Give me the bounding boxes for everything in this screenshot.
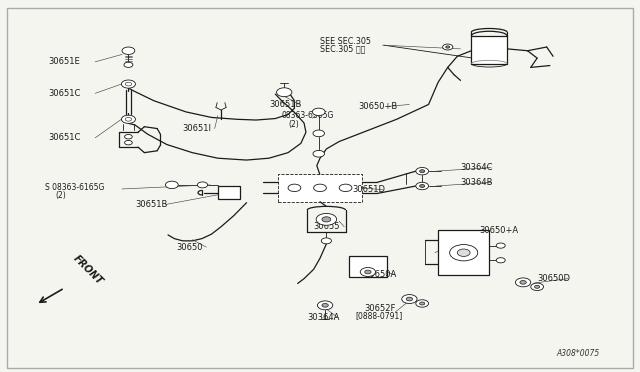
Circle shape	[314, 184, 326, 192]
Circle shape	[534, 285, 540, 288]
Text: 30652F: 30652F	[365, 304, 396, 313]
Circle shape	[322, 304, 328, 307]
Circle shape	[458, 249, 470, 256]
Circle shape	[406, 297, 413, 301]
Circle shape	[360, 267, 376, 276]
Bar	[471, 36, 507, 64]
Circle shape	[125, 82, 132, 86]
Text: 30651E: 30651E	[49, 57, 81, 66]
Text: 30650+B: 30650+B	[358, 102, 397, 111]
Circle shape	[531, 283, 543, 291]
Circle shape	[125, 140, 132, 145]
Circle shape	[197, 182, 207, 188]
Bar	[349, 256, 387, 277]
Text: 08363-6305G: 08363-6305G	[282, 111, 334, 120]
Text: S 08363-6165G: S 08363-6165G	[45, 183, 105, 192]
Circle shape	[317, 301, 333, 310]
Circle shape	[322, 217, 331, 222]
Text: 30650: 30650	[176, 243, 203, 251]
Text: (2): (2)	[55, 191, 66, 200]
Circle shape	[125, 135, 132, 139]
Text: 30364B: 30364B	[461, 178, 493, 187]
Text: A308*0075: A308*0075	[556, 349, 600, 358]
Bar	[278, 174, 362, 202]
Circle shape	[122, 80, 136, 88]
Circle shape	[446, 46, 450, 48]
Text: 30650D: 30650D	[537, 274, 570, 283]
Bar	[438, 231, 489, 275]
Circle shape	[416, 300, 429, 307]
Circle shape	[365, 270, 371, 274]
Circle shape	[124, 62, 133, 67]
Text: 30650+A: 30650+A	[479, 226, 519, 235]
Circle shape	[339, 184, 352, 192]
Circle shape	[288, 184, 301, 192]
Text: (2): (2)	[288, 121, 299, 129]
Circle shape	[313, 150, 324, 157]
Circle shape	[313, 130, 324, 137]
Circle shape	[416, 182, 429, 190]
Text: 30651B: 30651B	[135, 200, 167, 209]
Circle shape	[316, 214, 337, 225]
Text: FRONT: FRONT	[71, 253, 104, 287]
Text: SEC.305 参図: SEC.305 参図	[320, 44, 365, 53]
Bar	[218, 186, 240, 199]
Circle shape	[122, 115, 136, 124]
Circle shape	[321, 238, 332, 244]
Circle shape	[416, 167, 429, 175]
Text: 30651C: 30651C	[49, 89, 81, 98]
Circle shape	[402, 295, 417, 304]
Text: 30655: 30655	[314, 222, 340, 231]
Text: [0888-0791]: [0888-0791]	[355, 311, 403, 320]
Text: SEE SEC.305: SEE SEC.305	[320, 37, 371, 46]
Circle shape	[166, 181, 178, 189]
Circle shape	[122, 47, 135, 54]
Circle shape	[420, 170, 425, 173]
Text: 30364A: 30364A	[307, 313, 340, 322]
Circle shape	[496, 258, 505, 263]
Circle shape	[450, 244, 477, 261]
Text: 30650A: 30650A	[365, 270, 397, 279]
Text: 30364C: 30364C	[461, 163, 493, 172]
Circle shape	[420, 185, 425, 187]
Text: 30651C: 30651C	[49, 133, 81, 142]
Circle shape	[420, 302, 425, 305]
Text: 30651I: 30651I	[182, 124, 212, 133]
Circle shape	[515, 278, 531, 287]
Circle shape	[125, 118, 132, 121]
Text: 30651D: 30651D	[352, 185, 385, 194]
Text: 30651B: 30651B	[269, 100, 301, 109]
Circle shape	[276, 88, 292, 97]
Circle shape	[496, 243, 505, 248]
Circle shape	[312, 108, 325, 116]
Circle shape	[520, 280, 526, 284]
Circle shape	[443, 44, 453, 50]
